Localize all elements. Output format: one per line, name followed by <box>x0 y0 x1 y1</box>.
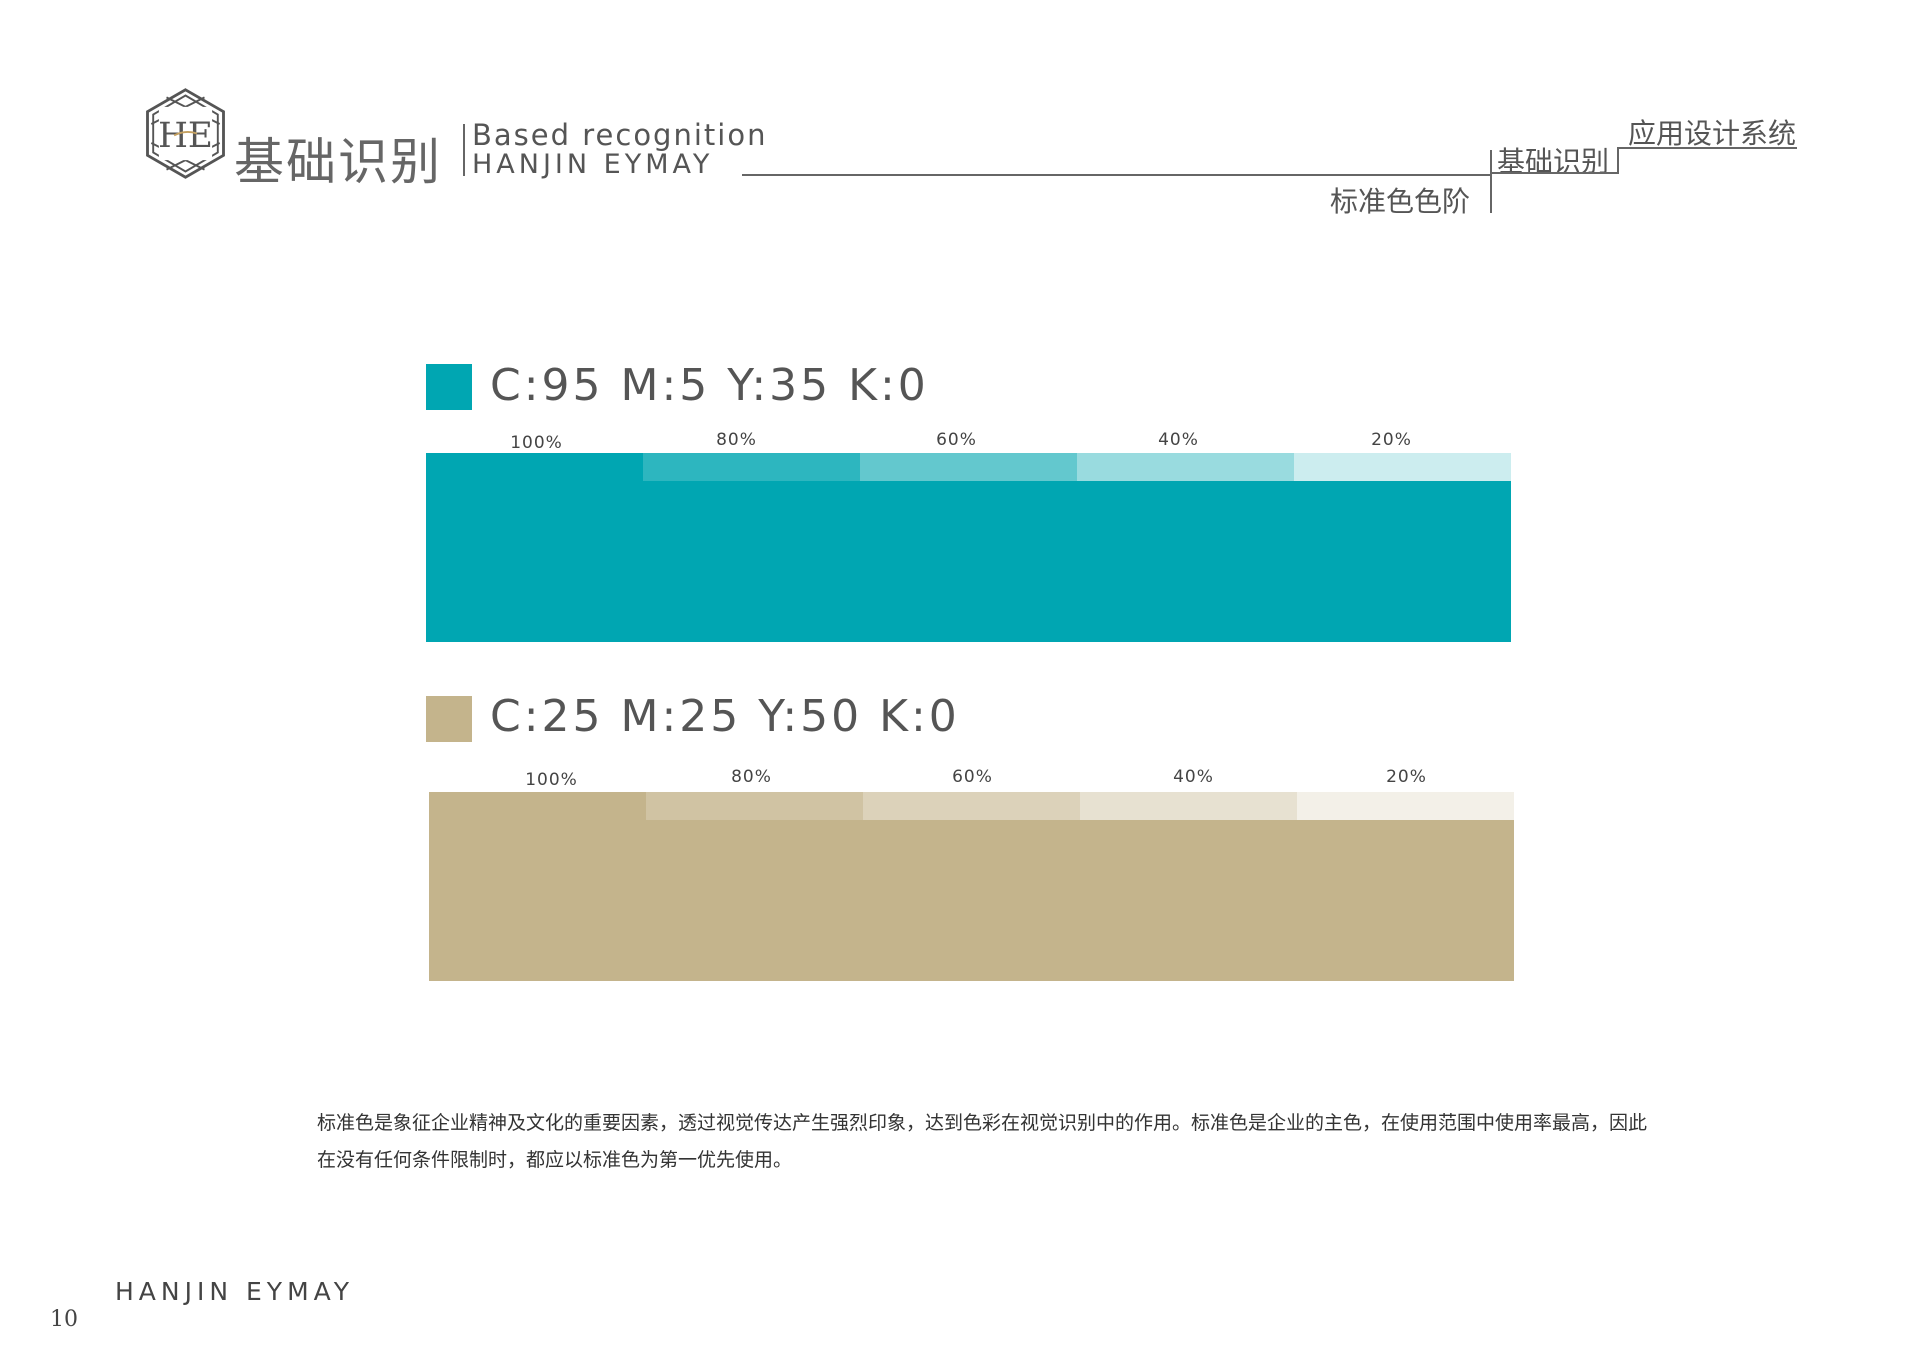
section-title-en: Based recognition <box>472 118 768 152</box>
teal-tint-20 <box>1294 453 1511 481</box>
breadcrumb-step-2 <box>1490 150 1492 213</box>
teal-tint-label-20: 20% <box>1371 430 1412 450</box>
gold-tint-bar <box>429 792 1514 981</box>
breadcrumb-rule-2 <box>1490 172 1619 174</box>
breadcrumb-level3: 标准色色阶 <box>1330 185 1471 218</box>
header-brand: HANJIN EYMAY <box>472 149 714 180</box>
header-rule <box>742 174 1492 176</box>
teal-tint-label-60: 60% <box>936 430 977 450</box>
teal-tint-40 <box>1077 453 1294 481</box>
gold-tint-100 <box>429 792 646 820</box>
title-divider <box>463 124 465 176</box>
gold-tint-60 <box>863 792 1080 820</box>
gold-tint-label-60: 60% <box>952 767 993 787</box>
teal-tint-label-40: 40% <box>1158 430 1199 450</box>
gold-tint-40 <box>1080 792 1297 820</box>
logo-monogram: HE <box>158 116 213 156</box>
teal-tint-100 <box>426 453 643 481</box>
gold-tint-label-100: 100% <box>525 770 578 790</box>
breadcrumb-level2: 基础识别 <box>1497 145 1610 178</box>
teal-swatch <box>426 364 472 410</box>
gold-tint-label-80: 80% <box>731 767 772 787</box>
breadcrumb-step-1 <box>1617 147 1619 174</box>
breadcrumb-rule-1 <box>1617 147 1797 149</box>
gold-tint-label-40: 40% <box>1173 767 1214 787</box>
teal-cmyk-label: C:95 M:5 Y:35 K:0 <box>490 360 929 411</box>
teal-tint-80 <box>643 453 860 481</box>
teal-tint-label-100: 100% <box>510 433 563 453</box>
gold-swatch <box>426 696 472 742</box>
page-number: 10 <box>50 1307 78 1332</box>
brand-logo: HE <box>146 88 225 179</box>
gold-cmyk-label: C:25 M:25 Y:50 K:0 <box>490 691 960 742</box>
footer-brand: HANJIN EYMAY <box>115 1277 355 1306</box>
description-text: 标准色是象征企业精神及文化的重要因素，透过视觉传达产生强烈印象，达到色彩在视觉识… <box>317 1112 1648 1171</box>
teal-tint-label-80: 80% <box>716 430 757 450</box>
teal-tint-60 <box>860 453 1077 481</box>
gold-tint-20 <box>1297 792 1514 820</box>
teal-tint-bar <box>426 453 1511 642</box>
section-title-cn: 基础识别 <box>234 133 442 191</box>
gold-tint-80 <box>646 792 863 820</box>
gold-tint-label-20: 20% <box>1386 767 1427 787</box>
breadcrumb-level1: 应用设计系统 <box>1628 117 1797 150</box>
